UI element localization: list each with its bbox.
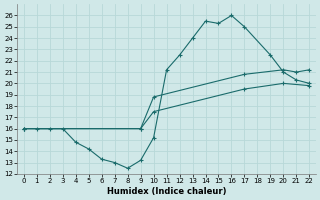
- X-axis label: Humidex (Indice chaleur): Humidex (Indice chaleur): [107, 187, 226, 196]
